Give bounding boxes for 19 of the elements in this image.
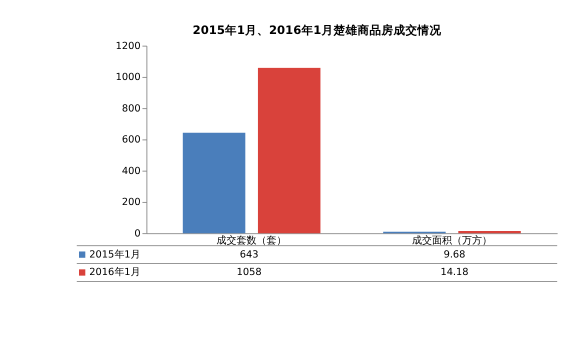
legend-label: 2016年1月 xyxy=(89,266,141,278)
data-label: 14.18 xyxy=(440,267,469,278)
bar xyxy=(458,230,521,234)
legend-label: 2015年1月 xyxy=(89,248,141,260)
y-tick-label: 0 xyxy=(134,228,141,240)
x-tick-label: 成交面积（万方） xyxy=(412,234,492,246)
y-tick-label: 400 xyxy=(122,166,141,177)
data-label: 9.68 xyxy=(444,249,466,260)
y-tick-label: 800 xyxy=(122,103,141,114)
chart-title: 2015年1月、2016年1月楚雄商品房成交情况 xyxy=(192,23,442,38)
y-tick-label: 200 xyxy=(122,197,141,208)
data-label: 643 xyxy=(240,249,258,260)
x-tick-label: 成交套数（套） xyxy=(216,234,287,246)
y-tick-label: 1000 xyxy=(116,72,141,84)
data-label: 1058 xyxy=(236,267,262,278)
y-tick-label: 600 xyxy=(122,134,141,146)
bar xyxy=(182,132,246,234)
y-tick-label: 1200 xyxy=(116,40,141,52)
bar xyxy=(258,68,320,234)
